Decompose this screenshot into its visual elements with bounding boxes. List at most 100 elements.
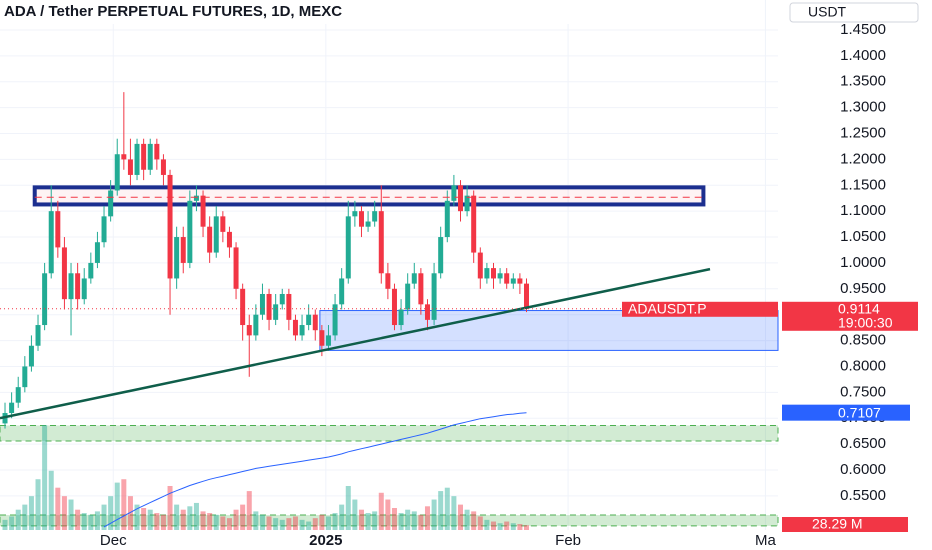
volume-bar <box>312 518 318 530</box>
candle-body <box>398 309 404 326</box>
annotation-line <box>0 267 711 420</box>
candle-body <box>444 200 450 238</box>
candle-body <box>517 278 523 284</box>
candle-body <box>160 159 166 175</box>
volume-bar <box>88 514 94 530</box>
candle-body <box>61 247 67 300</box>
volume-bar <box>147 509 153 530</box>
countdown-label: 19:00:30 <box>838 314 893 330</box>
candle-body <box>88 262 94 279</box>
volume-bar <box>134 504 140 530</box>
candle-body <box>55 211 61 248</box>
candle-body <box>187 200 193 263</box>
y-tick-label: 0.7500 <box>840 383 886 400</box>
volume-bar <box>193 502 199 530</box>
volume-tag <box>782 517 908 532</box>
volume-bar <box>187 506 193 530</box>
volume-bar <box>253 511 259 530</box>
volume-bar <box>213 514 219 530</box>
candle-body <box>22 366 28 388</box>
volume-bar <box>273 518 279 530</box>
candle-body <box>174 237 180 279</box>
volume-bar <box>464 509 470 530</box>
candle-body <box>312 314 318 331</box>
volume-bar <box>372 511 378 530</box>
volume-bar <box>207 513 213 530</box>
volume-bar <box>266 516 272 530</box>
volume-bar <box>101 504 107 530</box>
y-tick-label: 1.0000 <box>840 254 886 271</box>
candle-body <box>15 387 21 403</box>
y-tick-label: 1.3500 <box>840 73 886 90</box>
candle-body <box>523 283 529 309</box>
y-tick-label: 1.3000 <box>840 99 886 116</box>
volume-bar <box>490 521 496 530</box>
volume-bar <box>325 516 331 530</box>
symbol-tag <box>622 301 778 317</box>
y-tick-label: 1.0500 <box>840 228 886 245</box>
candle-body <box>154 143 160 160</box>
ma-tag <box>782 404 910 421</box>
volume-bar <box>22 504 28 530</box>
volume-bar <box>42 425 48 530</box>
volume-bar <box>365 513 371 530</box>
volume-bar <box>306 521 312 530</box>
candle-body <box>490 268 496 279</box>
candle-body <box>28 345 34 367</box>
candle-body <box>339 278 345 305</box>
y-tick-label: 0.6500 <box>840 435 886 452</box>
candle-body <box>81 278 87 300</box>
candle-body <box>108 190 114 217</box>
volume-bar <box>180 509 186 530</box>
candle-body <box>504 273 510 284</box>
volume-bar <box>510 523 516 530</box>
volume-bar <box>391 508 397 530</box>
volume-bar <box>68 499 74 530</box>
chart-title: ADA / Tether PERPETUAL FUTURES, 1D, MEXC <box>4 3 342 20</box>
y-tick-label: 0.5500 <box>840 487 886 504</box>
candle-body <box>477 252 483 279</box>
candle-body <box>299 325 305 336</box>
candle-body <box>457 185 463 212</box>
price-axis-area <box>779 0 932 550</box>
candle-body <box>319 330 325 346</box>
volume-bar <box>451 496 457 530</box>
volume-bar <box>114 482 120 530</box>
candle-body <box>292 319 298 336</box>
volume-bar <box>418 514 424 530</box>
volume-bar <box>444 487 450 530</box>
symbol-label: ADAUSDT.P <box>628 300 707 316</box>
candle-body <box>213 216 219 253</box>
volume-bar <box>523 525 529 530</box>
volume-bar <box>220 516 226 530</box>
y-tick-label: 0.6000 <box>840 461 886 478</box>
volume-bar <box>48 470 54 530</box>
candle-body <box>497 273 503 279</box>
candle-body <box>332 304 338 336</box>
volume-bar <box>484 519 490 530</box>
volume-bar <box>240 504 246 530</box>
candle-body <box>259 293 265 315</box>
y-tick-label: 1.4500 <box>840 21 886 38</box>
candle-body <box>372 211 378 222</box>
x-tick-label: Ma <box>755 532 776 549</box>
candle-body <box>246 325 252 336</box>
volume-bar <box>319 514 325 530</box>
candle-body <box>68 273 74 300</box>
volume-bar <box>108 496 114 530</box>
volume-bar <box>167 486 173 530</box>
volume-bar <box>292 516 298 530</box>
candle-body <box>358 211 364 227</box>
candle-body <box>411 273 417 284</box>
candle-body <box>345 216 351 279</box>
volume-bar <box>497 523 503 530</box>
volume-bar <box>200 511 206 530</box>
volume-bar <box>233 509 239 530</box>
candle-body <box>385 273 391 289</box>
y-tick-label: 1.1000 <box>840 202 886 219</box>
y-tick-label: 1.2000 <box>840 150 886 167</box>
volume-bar <box>411 511 417 530</box>
y-tick-label: 1.4000 <box>840 47 886 64</box>
volume-value-label: 28.29 M <box>812 516 863 532</box>
